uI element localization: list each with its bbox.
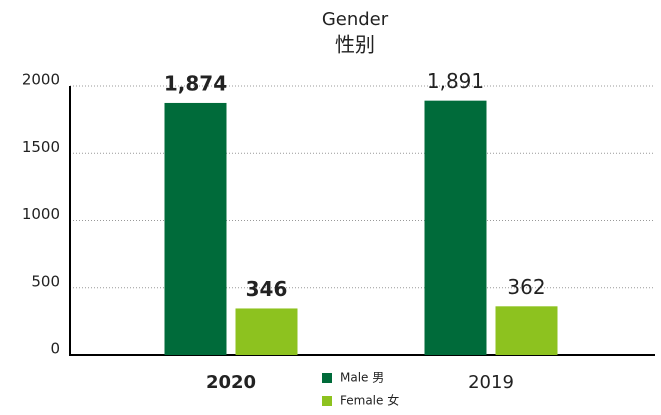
chart-subtitle: 性别 <box>335 33 375 57</box>
y-tick-label: 1000 <box>22 205 60 223</box>
y-tick-label: 500 <box>31 272 60 290</box>
legend-label: Female 女 <box>340 393 399 408</box>
bar <box>164 102 227 356</box>
y-tick-label: 1500 <box>22 138 60 156</box>
x-tick-label: 2019 <box>468 372 514 393</box>
value-label: 362 <box>507 275 545 299</box>
value-label: 1,874 <box>164 71 227 95</box>
bar <box>424 100 487 356</box>
legend-label: Male 男 <box>340 371 384 385</box>
y-tick-label: 0 <box>50 340 60 358</box>
bar <box>235 308 298 355</box>
chart-title: Gender <box>322 9 389 30</box>
bar <box>495 306 558 355</box>
x-tick-label: 2020 <box>206 372 256 393</box>
value-label: 346 <box>246 277 288 301</box>
legend-swatch <box>322 373 332 383</box>
legend-swatch <box>322 396 332 406</box>
value-label: 1,891 <box>427 69 484 93</box>
y-tick-label: 2000 <box>22 71 60 89</box>
